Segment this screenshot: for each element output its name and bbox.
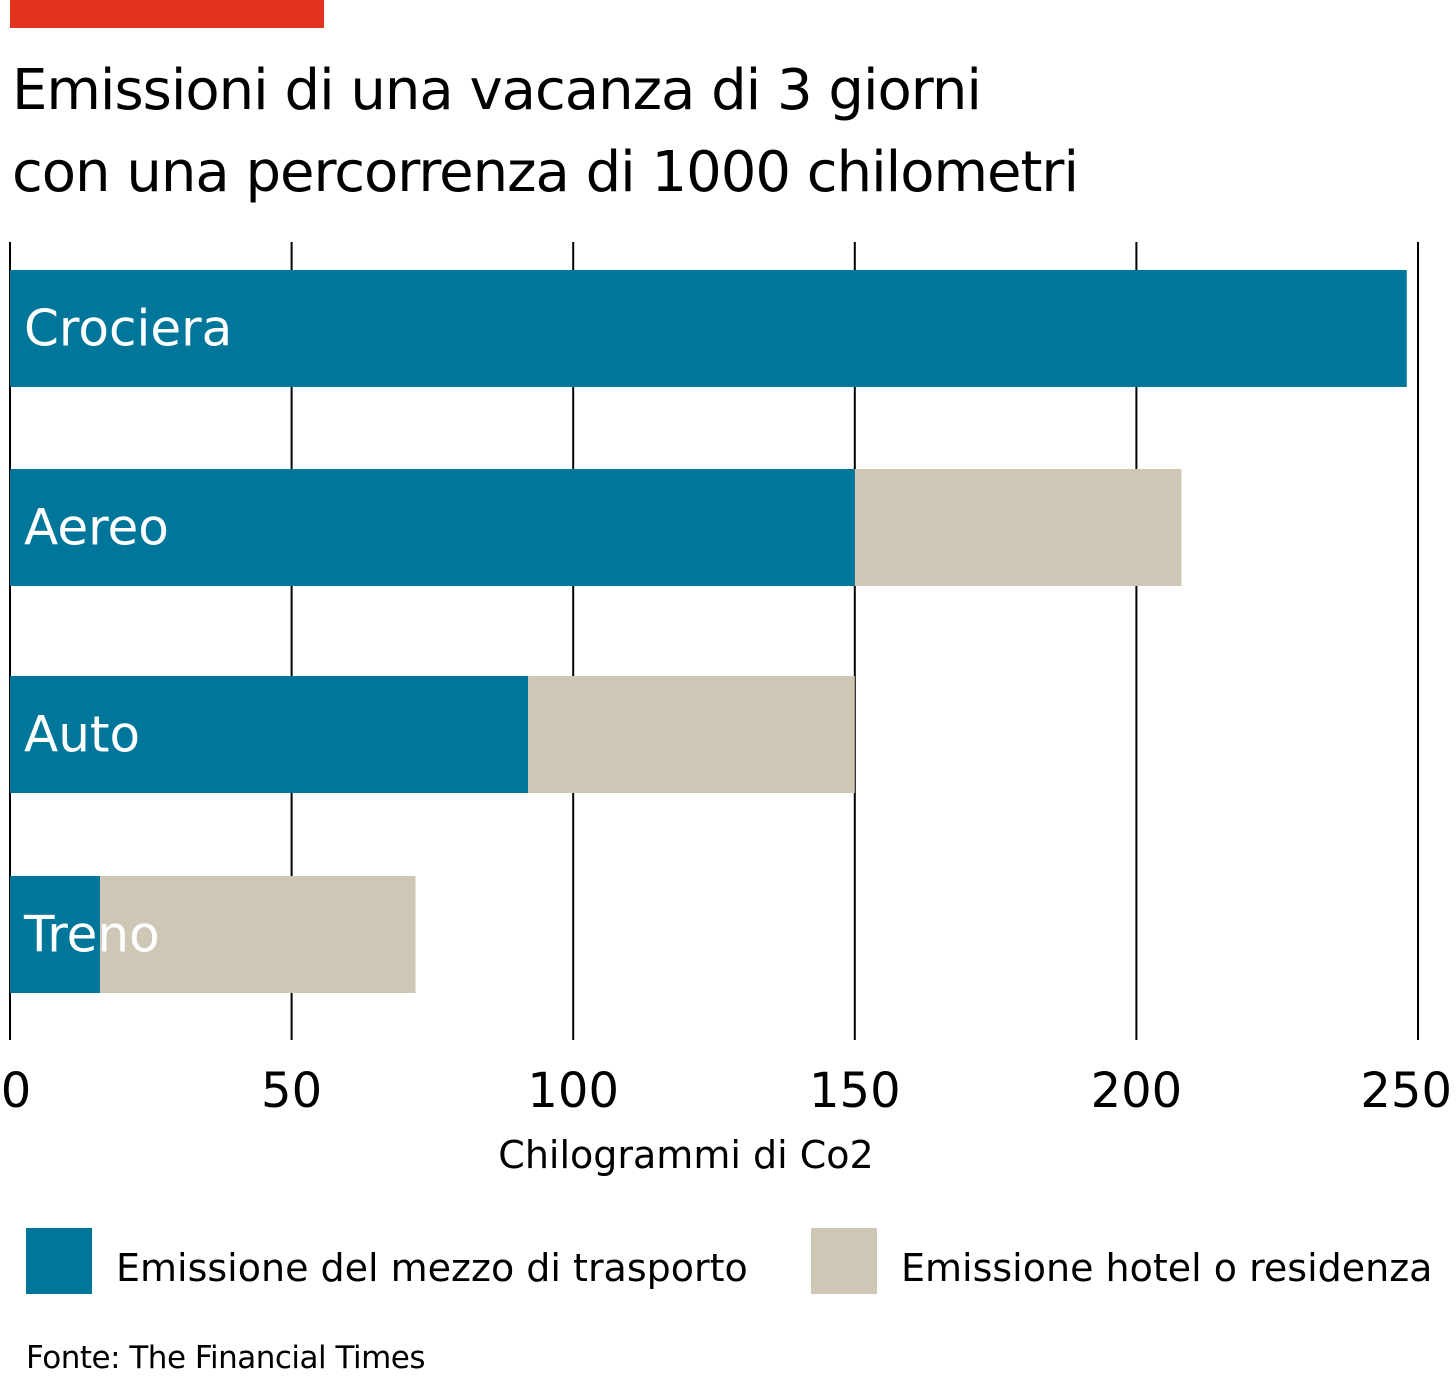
bar-treno-hotel [100, 876, 416, 993]
x-tick-label-100: 100 [527, 1063, 619, 1119]
label-layer: Crociera Aereo Auto Treno [23, 300, 232, 964]
chart-title-line-1: Emissioni di una vacanza di 3 giorni [12, 58, 982, 123]
x-tick-label-250: 250 [1360, 1063, 1452, 1119]
bar-label-crociera: Crociera [24, 300, 232, 358]
accent-bar [10, 0, 324, 28]
x-tick-label-50: 50 [261, 1063, 322, 1119]
bar-label-treno: Treno [23, 906, 160, 964]
legend-label-hotel: Emissione hotel o residenza [901, 1246, 1433, 1290]
x-tick-label-200: 200 [1091, 1063, 1183, 1119]
source-note: Fonte: The Financial Times [26, 1340, 426, 1376]
bar-aereo-hotel [854, 469, 1182, 586]
x-tick-label-0: 0 [1, 1063, 32, 1119]
bar-label-aereo: Aereo [24, 499, 169, 557]
bar-layer [10, 270, 1407, 993]
x-axis-title: Chilogrammi di Co2 [498, 1133, 873, 1177]
bar-treno-transport [10, 876, 101, 993]
x-tick-label-150: 150 [809, 1063, 901, 1119]
chart-title-line-2: con una percorrenza di 1000 chilometri [12, 140, 1079, 205]
bar-label-auto: Auto [24, 706, 140, 764]
legend-label-transport: Emissione del mezzo di trasporto [116, 1246, 748, 1290]
legend-swatch-transport [26, 1228, 92, 1294]
bar-crociera-transport [10, 270, 1407, 387]
chart-title: Emissioni di una vacanza di 3 giorni con… [12, 50, 1412, 214]
bar-chart: Crociera Aereo Auto Treno 0 50 100 150 200 250 C… [1, 242, 1452, 1177]
tick-layer: 0 50 100 150 200 250 [1, 1063, 1452, 1119]
bar-auto-transport [10, 676, 529, 793]
bar-auto-hotel [528, 676, 855, 793]
legend-swatch-hotel [811, 1228, 877, 1294]
bar-aereo-transport [10, 469, 855, 586]
